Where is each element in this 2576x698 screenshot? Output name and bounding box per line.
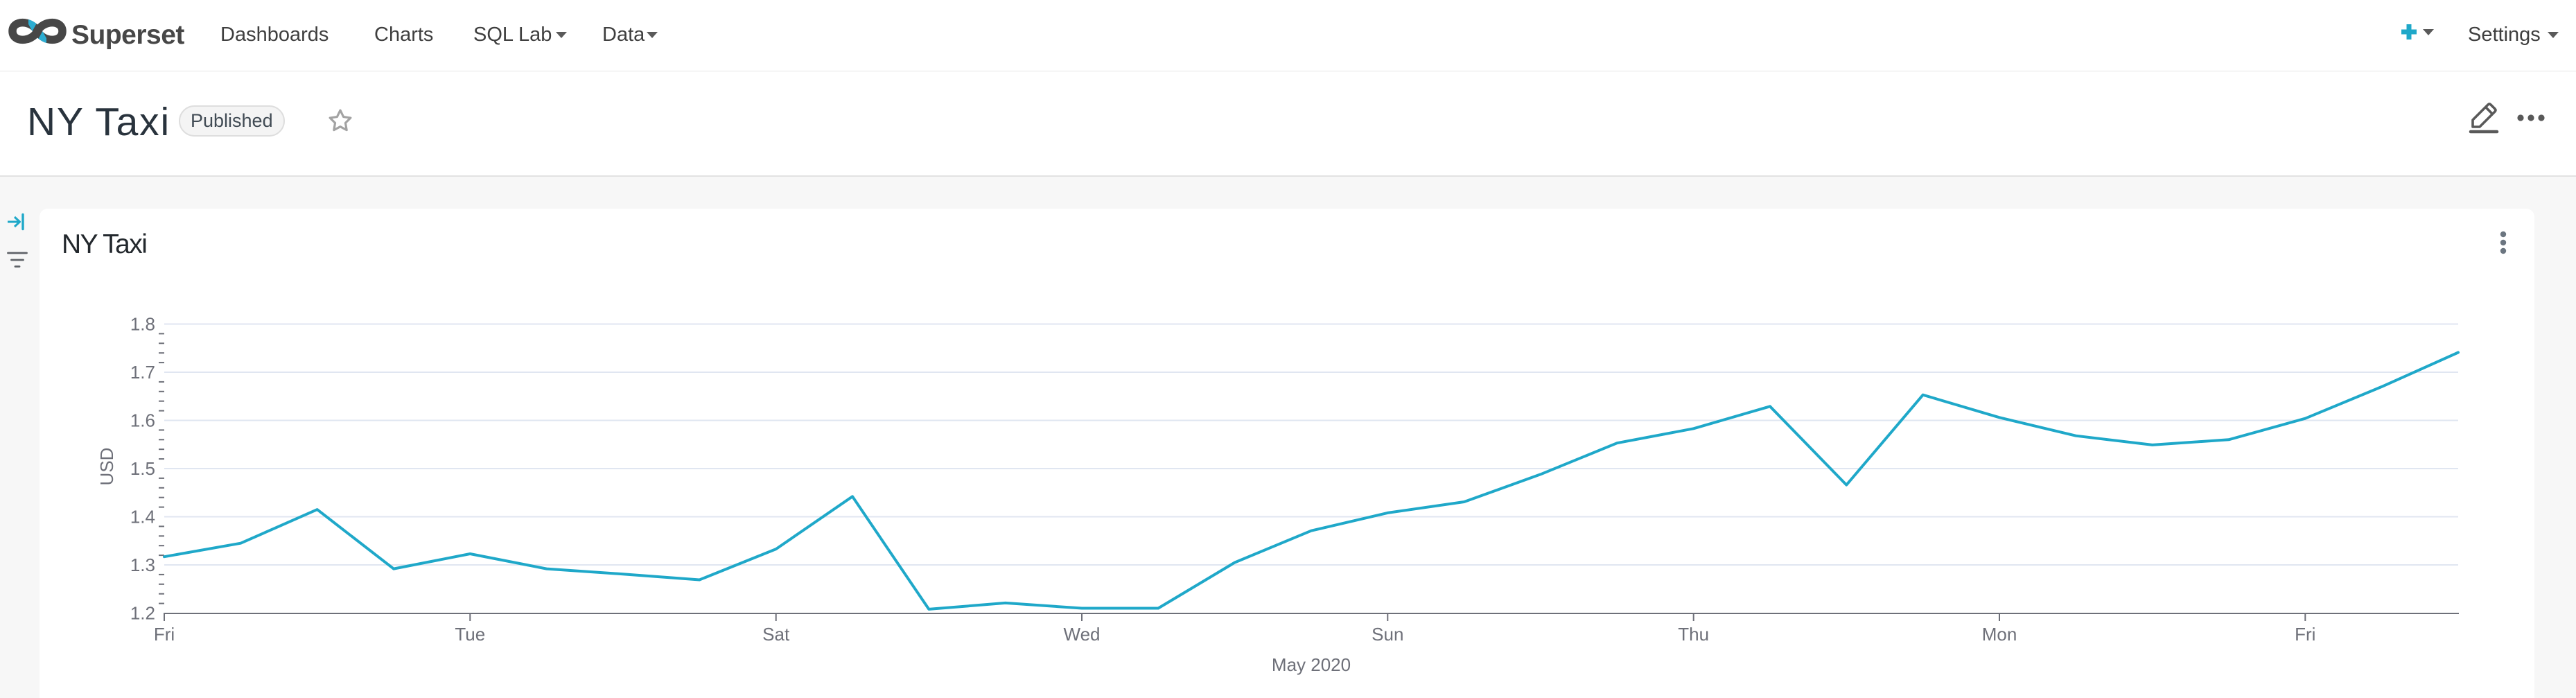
svg-text:1.3: 1.3 xyxy=(130,555,155,575)
svg-text:1.8: 1.8 xyxy=(130,314,155,335)
svg-text:Thu: Thu xyxy=(1678,624,1709,645)
svg-text:May 2020: May 2020 xyxy=(1272,654,1351,675)
svg-text:1.5: 1.5 xyxy=(130,458,155,479)
svg-text:1.4: 1.4 xyxy=(130,507,155,527)
svg-text:Fri: Fri xyxy=(154,624,175,645)
svg-text:1.6: 1.6 xyxy=(130,410,155,431)
svg-text:Sat: Sat xyxy=(762,624,790,645)
svg-text:Sun: Sun xyxy=(1372,624,1403,645)
svg-text:Fri: Fri xyxy=(2295,624,2315,645)
svg-text:Mon: Mon xyxy=(1982,624,2017,645)
svg-text:Wed: Wed xyxy=(1064,624,1101,645)
svg-text:1.2: 1.2 xyxy=(130,603,155,624)
svg-text:USD: USD xyxy=(96,448,117,486)
svg-text:1.7: 1.7 xyxy=(130,362,155,383)
svg-text:Tue: Tue xyxy=(455,624,485,645)
